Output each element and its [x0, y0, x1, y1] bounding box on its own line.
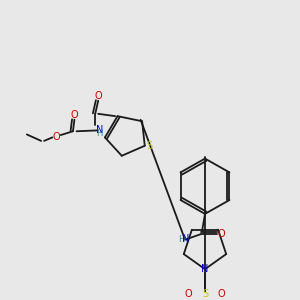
- Text: O: O: [53, 131, 60, 142]
- Text: S: S: [202, 289, 208, 299]
- Text: N: N: [182, 234, 189, 244]
- Text: O: O: [94, 91, 102, 101]
- Text: H: H: [178, 235, 184, 244]
- Text: O: O: [70, 110, 78, 120]
- Text: S: S: [146, 141, 153, 151]
- Text: O: O: [218, 289, 225, 299]
- Text: N: N: [201, 264, 209, 274]
- Text: N: N: [96, 125, 103, 135]
- Text: H: H: [97, 129, 103, 138]
- Text: O: O: [218, 229, 225, 239]
- Text: O: O: [185, 289, 193, 299]
